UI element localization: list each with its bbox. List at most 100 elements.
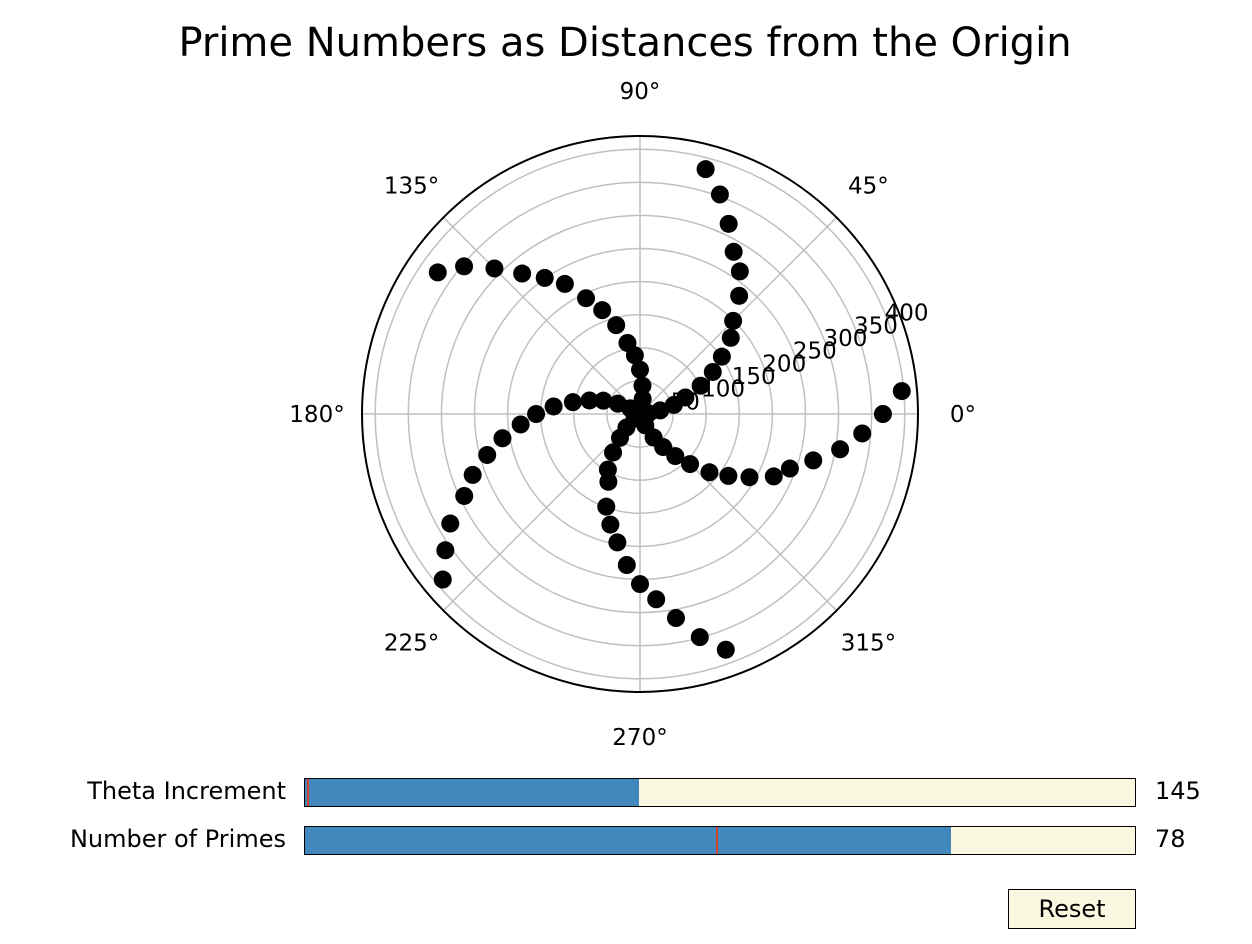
- data-point: [651, 401, 670, 420]
- data-point: [804, 451, 823, 470]
- data-point: [493, 429, 512, 448]
- data-point: [455, 257, 474, 276]
- data-point: [535, 268, 554, 287]
- theta-increment-slider[interactable]: [304, 778, 1136, 807]
- data-point: [710, 185, 729, 204]
- data-point: [633, 376, 652, 395]
- data-point: [544, 397, 563, 416]
- data-point: [780, 459, 799, 478]
- theta-increment-slider-fill: [305, 779, 640, 806]
- data-point: [676, 388, 695, 407]
- theta-tick-label: 270°: [612, 725, 667, 751]
- data-point: [647, 590, 666, 609]
- data-point: [831, 440, 850, 459]
- theta-increment-value: 145: [1155, 777, 1201, 805]
- data-point: [853, 424, 872, 443]
- r-gridline: [374, 148, 906, 680]
- theta-tick-label: 0°: [950, 402, 976, 428]
- data-point: [712, 347, 731, 366]
- theta-increment-initial-marker: [306, 779, 309, 806]
- data-point: [631, 575, 649, 594]
- number-of-primes-label: Number of Primes: [69, 825, 286, 853]
- data-point: [563, 393, 582, 412]
- data-point: [436, 541, 455, 560]
- theta-tick-label: 180°: [289, 402, 344, 428]
- data-point: [696, 160, 715, 179]
- data-point: [428, 263, 447, 282]
- data-point: [719, 466, 738, 485]
- reset-button[interactable]: Reset: [1008, 889, 1136, 929]
- data-point: [681, 455, 700, 474]
- data-points: [428, 160, 911, 659]
- number-of-primes-initial-marker: [715, 827, 718, 854]
- data-point: [721, 328, 740, 347]
- data-point: [608, 394, 627, 413]
- theta-tick-label: 135°: [384, 174, 439, 200]
- data-point: [740, 468, 759, 487]
- theta-gridline: [442, 216, 641, 415]
- data-point: [690, 628, 709, 647]
- number-of-primes-value: 78: [1155, 825, 1186, 853]
- data-point: [703, 362, 722, 381]
- data-point: [555, 274, 574, 293]
- data-point: [597, 497, 616, 516]
- data-point: [441, 514, 460, 533]
- data-point: [618, 333, 637, 352]
- number-of-primes-slider[interactable]: [304, 826, 1136, 855]
- theta-tick-label: 315°: [841, 630, 896, 656]
- theta-increment-label: Theta Increment: [87, 777, 286, 805]
- number-of-primes-slider-fill: [305, 827, 951, 854]
- data-point: [607, 316, 626, 335]
- data-point: [666, 609, 685, 628]
- r-gridline: [407, 181, 873, 647]
- r-gridline: [573, 347, 707, 481]
- theta-tick-label: 90°: [620, 79, 661, 105]
- data-point: [594, 391, 613, 410]
- r-tick-label: 250: [793, 339, 837, 365]
- data-point: [719, 214, 738, 233]
- r-tick-label: 300: [823, 326, 867, 352]
- tick-labels: 0°45°90°135°180°225°270°315°501001502002…: [289, 79, 976, 751]
- data-point: [463, 465, 482, 484]
- data-point: [577, 289, 596, 308]
- data-point: [593, 301, 612, 320]
- data-point: [633, 390, 652, 409]
- r-tick-label: 350: [854, 313, 898, 339]
- r-tick-label: 150: [732, 364, 776, 390]
- data-point: [730, 262, 749, 281]
- data-point: [608, 533, 627, 552]
- polar-frame: [361, 135, 919, 693]
- data-point: [724, 311, 743, 330]
- data-point: [873, 405, 892, 423]
- data-point: [617, 555, 636, 574]
- data-point: [611, 428, 630, 447]
- data-point: [892, 382, 911, 401]
- data-point: [527, 405, 546, 423]
- data-point: [511, 415, 530, 434]
- data-point: [455, 486, 474, 505]
- data-point: [666, 447, 685, 466]
- r-gridline: [506, 280, 774, 548]
- r-gridline: [440, 214, 840, 614]
- data-point: [730, 286, 749, 305]
- data-point: [716, 640, 735, 659]
- data-point: [724, 242, 743, 261]
- theta-tick-label: 225°: [384, 630, 439, 656]
- data-point: [601, 515, 620, 534]
- data-point: [691, 376, 710, 395]
- data-point: [580, 391, 599, 410]
- data-point: [631, 360, 649, 379]
- data-point: [604, 443, 623, 462]
- chart-title: Prime Numbers as Distances from the Orig…: [178, 20, 1071, 66]
- data-point: [599, 472, 618, 491]
- data-point: [478, 445, 497, 464]
- data-point: [433, 570, 452, 589]
- polar-chart: Prime Numbers as Distances from the Orig…: [178, 20, 1071, 751]
- r-tick-label: 200: [762, 351, 806, 377]
- data-point: [485, 259, 504, 278]
- data-point: [513, 264, 532, 283]
- r-tick-label: 400: [885, 301, 929, 327]
- data-point: [764, 467, 783, 486]
- data-point: [700, 463, 719, 482]
- theta-tick-label: 45°: [848, 174, 889, 200]
